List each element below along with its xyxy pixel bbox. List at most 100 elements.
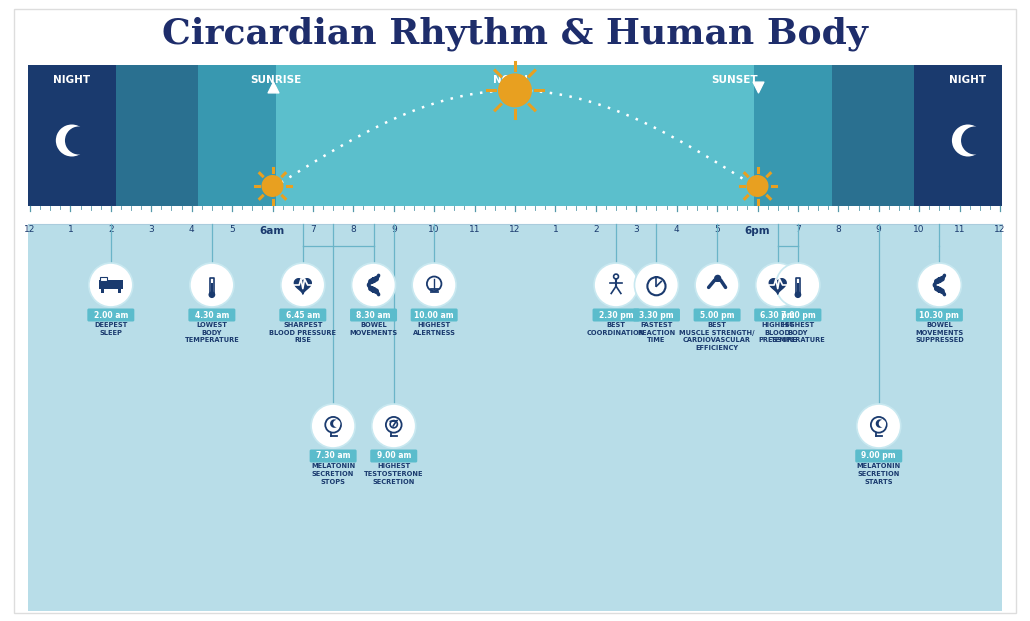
Text: LOWEST
BODY
TEMPERATURE: LOWEST BODY TEMPERATURE [184, 322, 239, 343]
Text: 4: 4 [674, 225, 680, 235]
Text: 9: 9 [390, 225, 397, 235]
FancyBboxPatch shape [592, 309, 640, 322]
Text: HIGHEST
TESTOSTERONE
SECRETION: HIGHEST TESTOSTERONE SECRETION [364, 463, 423, 484]
Text: BEST
COORDINATION: BEST COORDINATION [587, 322, 645, 336]
Circle shape [351, 263, 396, 307]
FancyBboxPatch shape [916, 309, 963, 322]
Bar [915, 65, 1002, 206]
Text: BOWEL
MOVEMENTS: BOWEL MOVEMENTS [349, 322, 398, 336]
Wedge shape [876, 419, 884, 428]
Circle shape [747, 175, 768, 197]
Wedge shape [330, 419, 339, 428]
Text: 12: 12 [994, 225, 1005, 235]
Circle shape [794, 291, 801, 298]
Text: 3: 3 [148, 225, 154, 235]
Text: 3: 3 [633, 225, 640, 235]
Text: NOON: NOON [492, 75, 527, 85]
Text: 9: 9 [876, 225, 882, 235]
FancyBboxPatch shape [88, 309, 134, 322]
Text: DEEPEST
SLEEP: DEEPEST SLEEP [94, 322, 128, 336]
Text: NIGHT: NIGHT [54, 75, 91, 85]
Circle shape [208, 291, 215, 298]
FancyBboxPatch shape [775, 309, 821, 322]
Bar [118, 289, 121, 294]
FancyBboxPatch shape [633, 309, 680, 322]
Circle shape [918, 263, 961, 307]
Bar [754, 65, 831, 206]
Text: Circardian Rhythm & Human Body: Circardian Rhythm & Human Body [162, 17, 868, 52]
Wedge shape [879, 420, 886, 427]
Text: 12: 12 [509, 225, 521, 235]
Circle shape [311, 404, 355, 448]
Circle shape [695, 263, 740, 307]
Circle shape [190, 263, 234, 307]
FancyBboxPatch shape [350, 309, 397, 322]
Text: 7: 7 [795, 225, 800, 235]
Text: 6.45 am: 6.45 am [285, 310, 320, 319]
Text: 1: 1 [68, 225, 73, 235]
Bar [28, 224, 1002, 611]
Text: HIGHEST
BLOOD
PRESSURE: HIGHEST BLOOD PRESSURE [758, 322, 797, 343]
Circle shape [776, 263, 820, 307]
Bar [797, 283, 799, 294]
Bar [101, 289, 104, 294]
Text: 1: 1 [552, 225, 558, 235]
Bar [115, 65, 199, 206]
Text: 5.00 pm: 5.00 pm [699, 310, 734, 319]
Point [265, 82, 281, 92]
Wedge shape [333, 420, 340, 427]
Circle shape [372, 404, 416, 448]
Circle shape [281, 263, 324, 307]
FancyBboxPatch shape [279, 309, 327, 322]
Text: 2.30 pm: 2.30 pm [598, 310, 633, 319]
Text: SHARPEST
BLOOD PRESSURE
RISE: SHARPEST BLOOD PRESSURE RISE [269, 322, 337, 343]
Wedge shape [952, 124, 984, 156]
Bar [28, 206, 1002, 224]
Circle shape [89, 263, 133, 307]
Polygon shape [295, 279, 311, 294]
FancyBboxPatch shape [310, 450, 356, 463]
Text: 9.00 am: 9.00 am [377, 451, 411, 461]
Text: 7.00 pm: 7.00 pm [781, 310, 816, 319]
Bar [831, 65, 915, 206]
Bar [100, 277, 107, 281]
Bar [276, 65, 754, 206]
Wedge shape [56, 124, 88, 156]
FancyBboxPatch shape [754, 309, 801, 322]
Bar [655, 276, 658, 278]
Circle shape [634, 263, 679, 307]
Text: FASTEST
REACTION
TIME: FASTEST REACTION TIME [638, 322, 676, 343]
Text: 2: 2 [593, 225, 598, 235]
Text: 5: 5 [230, 225, 235, 235]
Text: 9.00 pm: 9.00 pm [861, 451, 896, 461]
FancyBboxPatch shape [188, 309, 236, 322]
Bar [99, 280, 123, 289]
Text: 11: 11 [469, 225, 480, 235]
Text: 10: 10 [914, 225, 925, 235]
FancyBboxPatch shape [693, 309, 741, 322]
Bar [199, 65, 276, 206]
Text: 10.00 am: 10.00 am [414, 310, 454, 319]
Wedge shape [961, 127, 989, 155]
Text: HIGHEST
ALERTNESS: HIGHEST ALERTNESS [413, 322, 455, 336]
Text: 6.30 pm: 6.30 pm [760, 310, 795, 319]
Text: 7: 7 [310, 225, 316, 235]
Text: 8.30 am: 8.30 am [356, 310, 390, 319]
Polygon shape [769, 279, 786, 294]
Text: 2: 2 [108, 225, 113, 235]
FancyBboxPatch shape [411, 309, 457, 322]
Text: SUNSET: SUNSET [711, 75, 757, 85]
FancyBboxPatch shape [370, 450, 417, 463]
Text: BOWEL
MOVEMENTS
SUPPRESSED: BOWEL MOVEMENTS SUPPRESSED [915, 322, 964, 343]
Text: 6pm: 6pm [745, 225, 770, 235]
Bar [796, 278, 799, 295]
Text: MELATONIN
SECRETION
STARTS: MELATONIN SECRETION STARTS [857, 463, 901, 484]
Text: 10.30 pm: 10.30 pm [920, 310, 959, 319]
Bar [211, 283, 213, 294]
Point [749, 82, 765, 92]
Bar [210, 278, 213, 295]
Text: NIGHT: NIGHT [950, 75, 987, 85]
Circle shape [497, 73, 533, 107]
Circle shape [412, 263, 456, 307]
Text: 11: 11 [954, 225, 965, 235]
